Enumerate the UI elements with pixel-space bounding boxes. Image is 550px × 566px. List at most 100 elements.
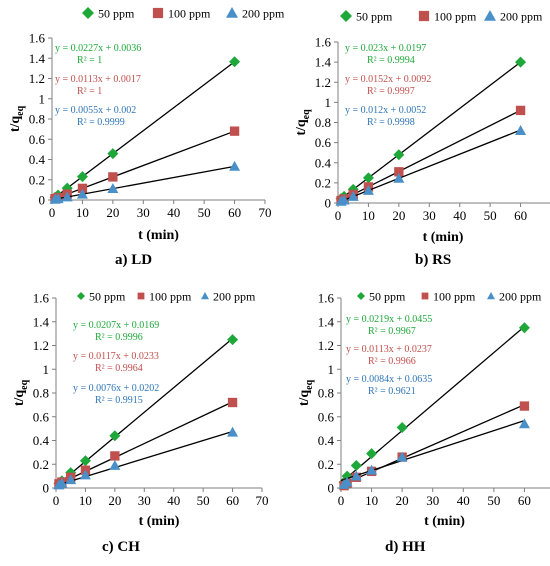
data-point [109, 430, 121, 442]
r-squared-label: R² = 0.9999 [77, 117, 125, 128]
x-tick-label: 20 [392, 208, 405, 223]
x-tick-label: 10 [76, 205, 89, 220]
data-point [515, 105, 526, 116]
y-tick-label: 0.2 [315, 175, 331, 190]
x-tick-label: 0 [338, 493, 345, 508]
y-tick-label: 0.2 [29, 172, 45, 187]
y-tick-label: 0.4 [315, 155, 332, 170]
y-axis-label: t/qeq [8, 105, 26, 132]
equation-label: y = 0.023x + 0.0197 [345, 43, 426, 54]
data-point [107, 148, 119, 160]
y-tick-label: 0.4 [29, 152, 46, 167]
data-point [518, 418, 530, 429]
panel-caption: d) HH [385, 539, 426, 555]
y-tick-label: 1.4 [315, 55, 332, 70]
legend-marker [357, 292, 365, 300]
panel-caption: b) RS [415, 252, 451, 268]
legend-label: 50 ppm [369, 290, 406, 304]
data-point [362, 184, 374, 195]
y-axis-label: t/qeq [12, 379, 30, 406]
data-point [393, 172, 405, 183]
y-tick-label: 0.2 [33, 457, 49, 472]
y-axis-label: t/qeq [297, 379, 315, 406]
y-tick-label: 1.4 [318, 314, 335, 329]
data-point [350, 459, 362, 471]
legend-marker [152, 7, 164, 19]
y-tick-label: 0.8 [29, 112, 45, 127]
equation-label: y = 0.0207x + 0.0169 [73, 320, 159, 331]
y-tick-label: 1.2 [315, 75, 331, 90]
x-tick-label: 50 [484, 208, 497, 223]
y-tick-label: 1.2 [33, 338, 49, 353]
y-tick-label: 0 [328, 481, 335, 496]
y-tick-label: 1.2 [29, 71, 45, 86]
y-tick-label: 1 [43, 362, 50, 377]
equation-label: y = 0.0113x + 0.0237 [346, 344, 432, 355]
legend-marker [82, 7, 94, 19]
y-tick-label: 1 [39, 91, 46, 106]
x-tick-label: 20 [106, 205, 119, 220]
chart-panel-3: 0 0.2 0.4 0.6 0.8 1 1.2 1.4 1.6 0 10 20 30 40 50 60 70 t … [12, 290, 269, 556]
y-tick-label: 0.8 [33, 386, 49, 401]
y-tick-label: 1.6 [33, 291, 50, 306]
x-tick-label: 30 [426, 493, 439, 508]
y-tick-label: 0.6 [315, 135, 332, 150]
equation-label: y = 0.0152x + 0.0092 [345, 74, 431, 85]
r-squared-label: R² = 1 [77, 86, 102, 97]
data-point [515, 125, 527, 135]
x-tick-label: 60 [228, 205, 241, 220]
equation-label: y = 0.0055x + 0.002 [55, 105, 136, 116]
legend-marker [226, 7, 238, 18]
data-point [362, 172, 374, 184]
y-tick-label: 1.4 [33, 314, 50, 329]
y-tick-label: 1.6 [315, 35, 332, 50]
y-tick-label: 1 [328, 362, 335, 377]
data-point [110, 451, 120, 461]
data-point [76, 188, 88, 199]
chart-panel-1: 0 0.2 0.4 0.6 0.8 1 1.2 1.4 1.6 0 10 20 30 40 50 60 70 t … [8, 7, 285, 269]
data-point [341, 476, 353, 487]
legend-label: 100 ppm [149, 290, 192, 304]
r-squared-label: R² = 0.9967 [368, 326, 416, 337]
y-tick-label: 0.6 [29, 132, 46, 147]
x-axis-label: t (min) [424, 514, 465, 529]
x-tick-label: 50 [198, 205, 211, 220]
y-tick-label: 1 [325, 95, 332, 110]
x-tick-label: 70 [256, 493, 269, 508]
x-axis-label: t (min) [139, 514, 180, 529]
y-tick-label: 0 [39, 193, 46, 208]
x-tick-label: 40 [167, 205, 180, 220]
x-tick-label: 0 [335, 208, 342, 223]
legend-label: 50 ppm [89, 290, 126, 304]
x-tick-label: 40 [457, 493, 470, 508]
y-tick-label: 0.6 [33, 409, 50, 424]
x-tick-label: 10 [79, 493, 92, 508]
y-tick-label: 0.4 [33, 433, 50, 448]
data-point [227, 426, 239, 437]
legend-label: 50 ppm [356, 10, 393, 24]
equation-label: y = 0.0113x + 0.0017 [55, 74, 141, 85]
y-tick-label: 0.2 [318, 457, 334, 472]
y-tick-label: 0.4 [318, 433, 335, 448]
data-point [515, 56, 527, 68]
r-squared-label: R² = 0.9915 [95, 395, 143, 406]
y-tick-label: 1.6 [29, 31, 46, 46]
x-tick-label: 0 [49, 205, 56, 220]
data-point [79, 469, 91, 480]
y-tick-label: 1.6 [318, 291, 335, 306]
data-point [366, 464, 378, 475]
legend-label: 200 ppm [500, 10, 543, 24]
legend-label: 200 ppm [213, 290, 256, 304]
chart-panel-2: 0 0.2 0.4 0.6 0.8 1 1.2 1.4 1.6 0 10 20 30 40 50 60 t (m… [294, 10, 550, 268]
r-squared-label: R² = 0.9997 [367, 86, 415, 97]
data-point [338, 194, 350, 205]
data-point [77, 183, 88, 194]
data-point [396, 451, 408, 462]
data-point [229, 56, 241, 68]
equation-label: y = 0.0219x + 0.0455 [346, 314, 432, 325]
y-tick-label: 1.2 [318, 338, 334, 353]
data-point [518, 322, 530, 334]
y-tick-label: 0 [43, 481, 50, 496]
equation-label: y = 0.0076x + 0.0202 [73, 383, 159, 394]
